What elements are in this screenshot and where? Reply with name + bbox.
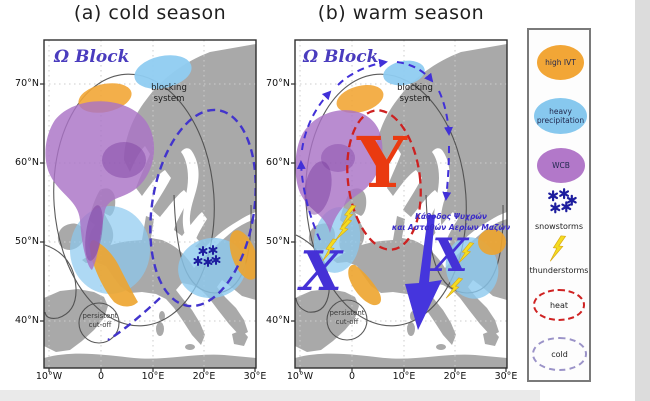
lon-label: 30°E bbox=[243, 371, 267, 382]
legend-cold: cold bbox=[532, 337, 587, 371]
lat-label: 70°N bbox=[266, 78, 290, 89]
cold-x-marker-west: X bbox=[300, 239, 342, 303]
lat-label: 40°N bbox=[15, 315, 39, 326]
cold-dashed-contour bbox=[107, 108, 256, 342]
lon-label: 10°W bbox=[286, 371, 314, 382]
cold-descent-arrow bbox=[405, 215, 442, 330]
high-ivt-band bbox=[89, 240, 138, 307]
panel-b-title: (b) warm season bbox=[317, 2, 485, 24]
cold-x-marker-east: X bbox=[432, 228, 468, 282]
blocking-precip-patch bbox=[134, 55, 192, 89]
heat-dashed-contour bbox=[346, 109, 422, 251]
wcb-patch bbox=[45, 101, 155, 270]
omega-block-label-a: Ω Block bbox=[54, 47, 130, 67]
legend-box: high IVT heavy precipitation WCB snowsto… bbox=[527, 28, 591, 382]
page-edge-strip-right bbox=[635, 0, 650, 401]
greek-annotation: Κάθοδος Ψυχρών και Ασταθών Αερίων Μαζών bbox=[386, 212, 516, 233]
high-ivt-band bbox=[348, 264, 381, 306]
lon-label: 20°E bbox=[443, 371, 467, 382]
blocking-system-label-a: blocking system bbox=[151, 83, 187, 104]
page-edge-strip-bottom bbox=[0, 390, 540, 401]
legend-heat: heat bbox=[533, 289, 585, 321]
persistent-cutoff-label-b: persistent cut-off bbox=[329, 309, 365, 327]
lat-label: 60°N bbox=[15, 157, 39, 168]
legend-wcb: WCB bbox=[537, 148, 585, 183]
heat-y-marker: Y bbox=[357, 121, 407, 204]
omega-block-label-b: Ω Block bbox=[303, 47, 379, 67]
lon-label: 10°W bbox=[35, 371, 63, 382]
lat-label: 50°N bbox=[15, 236, 39, 247]
high-ivt-east-patch bbox=[478, 229, 506, 255]
lon-label: 30°E bbox=[494, 371, 518, 382]
map-panel-b bbox=[291, 39, 508, 372]
lat-label: 40°N bbox=[266, 315, 290, 326]
blocking-system-label-b: blocking system bbox=[397, 83, 433, 104]
jet-flow-arrows bbox=[296, 58, 454, 241]
lat-label: 60°N bbox=[266, 157, 290, 168]
legend-heavy-precipitation: heavy precipitation bbox=[534, 98, 587, 134]
lon-label: 10°E bbox=[392, 371, 416, 382]
greek-line-1: Κάθοδος Ψυχρών bbox=[415, 212, 487, 221]
legend-thunderstorms-label: thunderstorms bbox=[529, 266, 589, 275]
lon-label: 0 bbox=[97, 371, 105, 382]
persistent-cutoff-label-a: persistent cut-off bbox=[82, 312, 118, 330]
legend-snowstorm-icon bbox=[548, 188, 577, 214]
greek-line-2: και Ασταθών Αερίων Μαζών bbox=[391, 222, 511, 232]
legend-snowstorms-label: snowstorms bbox=[535, 222, 583, 231]
panel-a-title: (a) cold season bbox=[73, 2, 227, 24]
high-ivt-patch-nw bbox=[336, 84, 384, 114]
legend-high-ivt: high IVT bbox=[537, 45, 584, 80]
legend-thunderstorm-icon bbox=[549, 234, 566, 263]
lon-label: 10°E bbox=[141, 371, 165, 382]
lat-label: 70°N bbox=[15, 78, 39, 89]
lon-label: 20°E bbox=[192, 371, 216, 382]
lon-label: 0 bbox=[348, 371, 356, 382]
lat-label: 50°N bbox=[266, 236, 290, 247]
map-panel-a bbox=[40, 39, 257, 372]
